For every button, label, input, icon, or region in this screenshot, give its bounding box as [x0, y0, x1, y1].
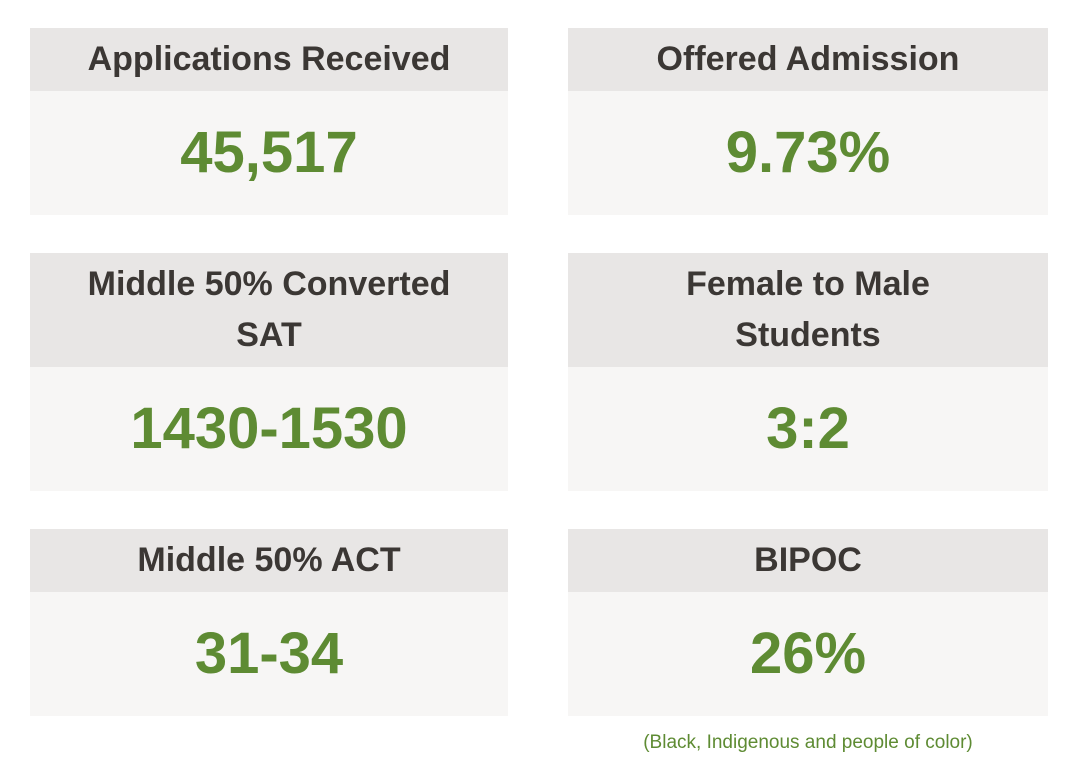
stat-card-value: 1430-1530: [30, 367, 508, 491]
stat-card-value: 31-34: [30, 592, 508, 716]
stat-card-middle-50-act: Middle 50% ACT 31-34: [30, 529, 508, 716]
stat-card-label: BIPOC: [568, 529, 1048, 592]
stat-card-middle-50-sat: Middle 50% Converted SAT 1430-1530: [30, 253, 508, 491]
stat-card-label: Middle 50% ACT: [30, 529, 508, 592]
stat-card-caption: (Black, Indigenous and people of color): [643, 732, 973, 753]
stat-card-offered-admission: Offered Admission 9.73%: [568, 28, 1048, 215]
stat-card-label: Middle 50% Converted SAT: [30, 253, 508, 367]
stats-grid: Applications Received 45,517 Offered Adm…: [30, 28, 1048, 754]
stat-card-bipoc: BIPOC 26% (Black, Indigenous and people …: [568, 529, 1048, 754]
stat-card-label: Female to Male Students: [568, 253, 1048, 367]
stat-card-value: 3:2: [568, 367, 1048, 491]
stat-card-value: 26%: [568, 592, 1048, 716]
stat-card-label: Offered Admission: [568, 28, 1048, 91]
stat-card-female-to-male: Female to Male Students 3:2: [568, 253, 1048, 491]
stat-card-value: 45,517: [30, 91, 508, 215]
stat-card-value: 9.73%: [568, 91, 1048, 215]
stat-card-applications-received: Applications Received 45,517: [30, 28, 508, 215]
stat-card-label: Applications Received: [30, 28, 508, 91]
